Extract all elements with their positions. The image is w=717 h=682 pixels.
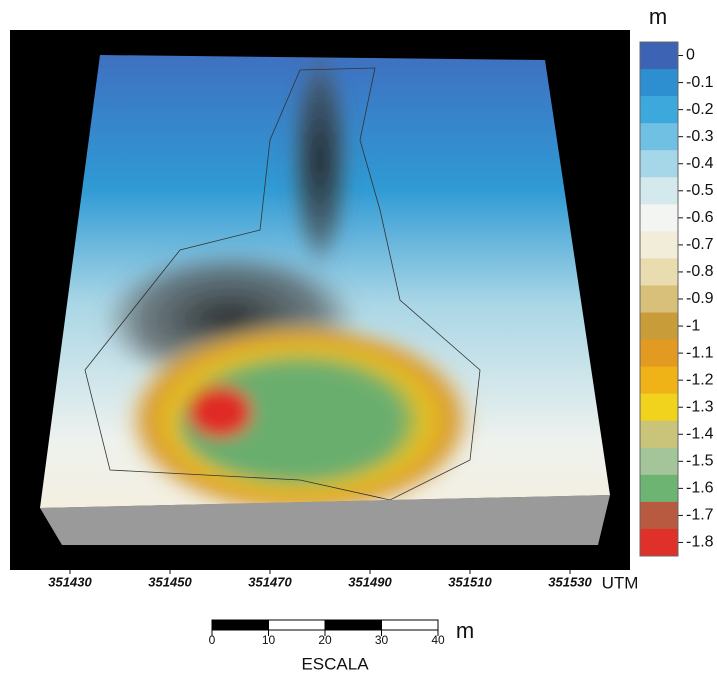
colorbar-tick-label: -0.5 <box>686 182 714 199</box>
colorbar-tick-label: -1.8 <box>686 534 714 551</box>
colorbar-tick-label: -1 <box>686 317 700 334</box>
colorbar-tick-label: -1.1 <box>686 344 714 361</box>
scale-tick-label: 30 <box>375 633 389 647</box>
colorbar-band <box>640 42 678 70</box>
colorbar-tick-label: -0.9 <box>686 290 714 307</box>
colorbar-tick-label: -1.5 <box>686 453 714 470</box>
surface <box>30 50 620 520</box>
colorbar-band <box>640 367 678 395</box>
colorbar-band <box>640 340 678 368</box>
colorbar: 0 -0.1 -0.2 -0.3 -0.4 -0.5 -0.6 -0.7 -0.8 -0.9 -1 -… <box>640 42 714 557</box>
colorbar-tick-label: -0.1 <box>686 74 714 91</box>
scale-segment <box>325 620 382 630</box>
scale-tick-label: 10 <box>262 633 276 647</box>
colorbar-tick-label: -1.4 <box>686 425 714 442</box>
colorbar-band <box>640 285 678 313</box>
colorbar-band <box>640 529 678 557</box>
scale-segment <box>382 620 439 630</box>
colorbar-band <box>640 502 678 530</box>
x-tick-label: 351530 <box>548 574 592 589</box>
x-tick-label: 351490 <box>348 574 392 589</box>
scale-bar: 0 10 20 30 40 <box>209 620 445 647</box>
colorbar-band <box>640 394 678 422</box>
x-tick-label: 351450 <box>148 574 192 589</box>
colorbar-band <box>640 69 678 97</box>
colorbar-tick-label: 0 <box>686 47 695 64</box>
colorbar-band <box>640 150 678 178</box>
colorbar-tick-label: -0.6 <box>686 209 714 226</box>
scale-segment <box>212 620 269 630</box>
x-tick-label: 351510 <box>448 574 492 589</box>
colorbar-band <box>640 313 678 341</box>
colorbar-tick-label: -0.8 <box>686 263 714 280</box>
scale-tick-label: 20 <box>318 633 332 647</box>
scale-tick-label: 40 <box>431 633 445 647</box>
x-tick-label: 351470 <box>248 574 292 589</box>
colorbar-unit: m <box>649 4 667 29</box>
colorbar-band <box>640 448 678 476</box>
colorbar-band <box>640 123 678 151</box>
figure: 0 -0.1 -0.2 -0.3 -0.4 -0.5 -0.6 -0.7 -0.8 -0.9 -1 -… <box>0 0 717 682</box>
colorbar-tick-label: -0.3 <box>686 128 714 145</box>
colorbar-tick-label: -1.6 <box>686 480 714 497</box>
scale-segment <box>269 620 326 630</box>
colorbar-band <box>640 96 678 124</box>
x-axis: 351430 351450 351470 351490 351510 351530 <box>48 570 592 589</box>
scale-label: ESCALA <box>301 654 369 673</box>
x-tick-label: 351430 <box>48 574 92 589</box>
colorbar-tick-label: -1.3 <box>686 398 714 415</box>
colorbar-tick-label: -1.7 <box>686 507 714 524</box>
x-axis-label: UTM <box>602 573 639 592</box>
colorbar-tick-label: -1.2 <box>686 371 714 388</box>
scale-unit: m <box>456 618 474 643</box>
colorbar-tick-label: -0.2 <box>686 101 714 118</box>
colorbar-band <box>640 177 678 205</box>
scale-tick-label: 0 <box>209 633 216 647</box>
colorbar-band <box>640 475 678 503</box>
colorbar-band <box>640 421 678 449</box>
page: 0 -0.1 -0.2 -0.3 -0.4 -0.5 -0.6 -0.7 -0.8 -0.9 -1 -… <box>0 0 717 682</box>
colorbar-tick-label: -0.4 <box>686 155 714 172</box>
colorbar-band <box>640 231 678 259</box>
colorbar-tick-label: -0.7 <box>686 236 714 253</box>
colorbar-band <box>640 204 678 232</box>
colorbar-band <box>640 258 678 286</box>
